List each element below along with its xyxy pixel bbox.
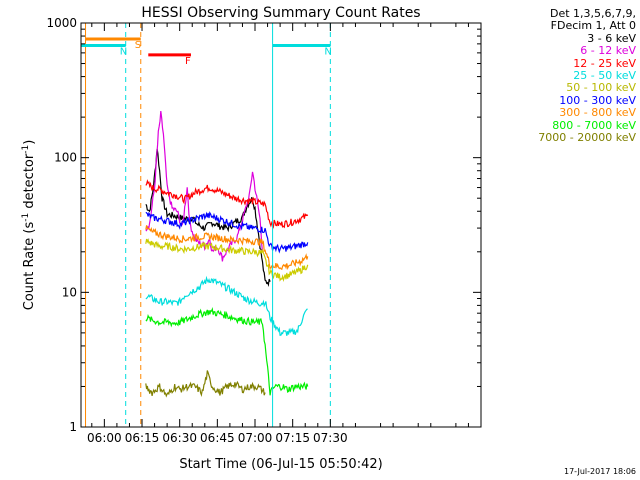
- series-line: [145, 179, 309, 229]
- state-label: F: [185, 56, 191, 67]
- legend-items: 3 - 6 keV 6 - 12 keV 12 - 25 keV 25 - 50 ke…: [476, 31, 636, 145]
- y-label-sup2: -1: [21, 145, 31, 154]
- x-tick-label: 06:45: [200, 431, 235, 445]
- y-axis-label: Count Rate (s-1 detector-1): [21, 140, 37, 311]
- legend-item: 300 - 800 keV: [559, 106, 636, 120]
- series-layer: [145, 111, 309, 398]
- x-tick-label: 07:00: [238, 431, 273, 445]
- legend-item: 100 - 300 keV: [559, 93, 636, 107]
- y-label-sup1: -1: [21, 213, 31, 222]
- state-label: S: [135, 40, 141, 51]
- legend-item: 12 - 25 keV: [573, 56, 636, 70]
- series-line: [145, 307, 309, 396]
- x-tick-label: 07:15: [275, 431, 310, 445]
- y-tick-label: 10: [62, 285, 77, 299]
- x-tick-label: 06:30: [162, 431, 197, 445]
- legend-item: 800 - 7000 keV: [552, 118, 636, 132]
- state-label: N: [324, 47, 331, 58]
- plot-frame: [80, 22, 482, 428]
- series-line: [145, 275, 308, 337]
- legend-item: 50 - 100 keV: [566, 81, 636, 95]
- x-tick-label: 06:00: [87, 431, 122, 445]
- axes-layer: 1 10 100 1000 06:00 06:15 06:30 06:45 07:00 07:15…: [46, 16, 481, 445]
- legend-header-1: Det 1,3,5,6,7,9,: [549, 7, 636, 20]
- series-line: [145, 211, 309, 254]
- timestamp: 17-Jul-2017 18:06: [563, 467, 636, 476]
- series-line: [145, 225, 309, 271]
- legend-item: 3 - 6 keV: [587, 31, 636, 45]
- y-label-main: Count Rate (s: [22, 222, 37, 311]
- y-tick-label: 1000: [46, 16, 77, 30]
- y-label-end: ): [22, 140, 37, 145]
- chart-title: HESSI Observing Summary Count Rates: [141, 5, 420, 21]
- y-label-mid: detector: [22, 153, 37, 213]
- series-line: [145, 370, 266, 398]
- legend-item: 6 - 12 keV: [580, 44, 636, 58]
- x-axis-label: Start Time (06-Jul-15 05:50:42): [179, 457, 382, 472]
- legend-header-2: FDecim 1, Att 0: [550, 19, 636, 33]
- y-tick-label: 1: [69, 420, 77, 434]
- state-label: N: [120, 47, 127, 58]
- attenuator-annotations: SN NF: [81, 23, 332, 427]
- legend: Det 1,3,5,6,7,9, FDecim 1, Att 0 3 - 6 k…: [476, 7, 636, 145]
- legend-item: 7000 - 20000 keV: [538, 131, 636, 145]
- series-line: [145, 148, 271, 288]
- x-tick-label: 07:30: [313, 431, 348, 445]
- legend-item: 25 - 50 keV: [573, 69, 636, 83]
- series-line: [145, 238, 309, 282]
- y-tick-label: 100: [54, 151, 77, 165]
- x-tick-label: 06:15: [125, 431, 160, 445]
